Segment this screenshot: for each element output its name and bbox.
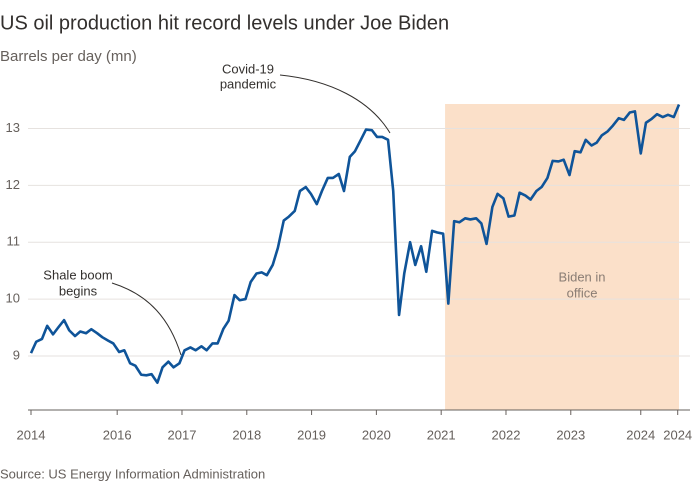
source-note: Source: US Energy Information Administra… — [0, 466, 265, 481]
y-tick-label: 9 — [13, 347, 20, 362]
grid-layer: 9 10 11 12 13 2014 2016 2017 2018 2019 2020 2021 202… — [6, 120, 693, 443]
x-tick-label: 2017 — [168, 427, 197, 442]
x-tick-label: 2019 — [297, 427, 326, 442]
data-layer — [29, 104, 681, 384]
x-tick-label: 2024 — [626, 427, 655, 442]
y-tick-label: 13 — [6, 120, 20, 135]
annotation: begins — [59, 283, 98, 298]
x-tick-label: 2021 — [427, 427, 456, 442]
x-tick-label: 2024 — [663, 427, 692, 442]
shade-label: office — [567, 285, 598, 300]
y-tick-label: 11 — [7, 234, 21, 249]
y-tick-label: 12 — [6, 177, 20, 192]
chart-title: US oil production hit record levels unde… — [0, 12, 449, 34]
y-tick-label: 10 — [6, 291, 20, 306]
x-tick-label: 2020 — [362, 427, 391, 442]
annotation-connector — [279, 74, 391, 134]
x-tick-label: 2023 — [556, 427, 585, 442]
x-tick-label: 2022 — [492, 427, 521, 442]
annotation-connector — [111, 282, 182, 356]
annotation: Shale boom — [43, 267, 112, 282]
shade-label: Biden in — [559, 269, 606, 284]
x-tick-label: 2016 — [103, 427, 132, 442]
chart-subtitle: Barrels per day (mn) — [0, 48, 137, 65]
x-tick-label: 2014 — [17, 427, 46, 442]
x-tick-label: 2018 — [232, 427, 261, 442]
annotation: pandemic — [220, 76, 277, 91]
shaded-period — [445, 104, 679, 410]
annotation: Covid-19 — [222, 61, 274, 76]
data-line — [29, 104, 681, 384]
